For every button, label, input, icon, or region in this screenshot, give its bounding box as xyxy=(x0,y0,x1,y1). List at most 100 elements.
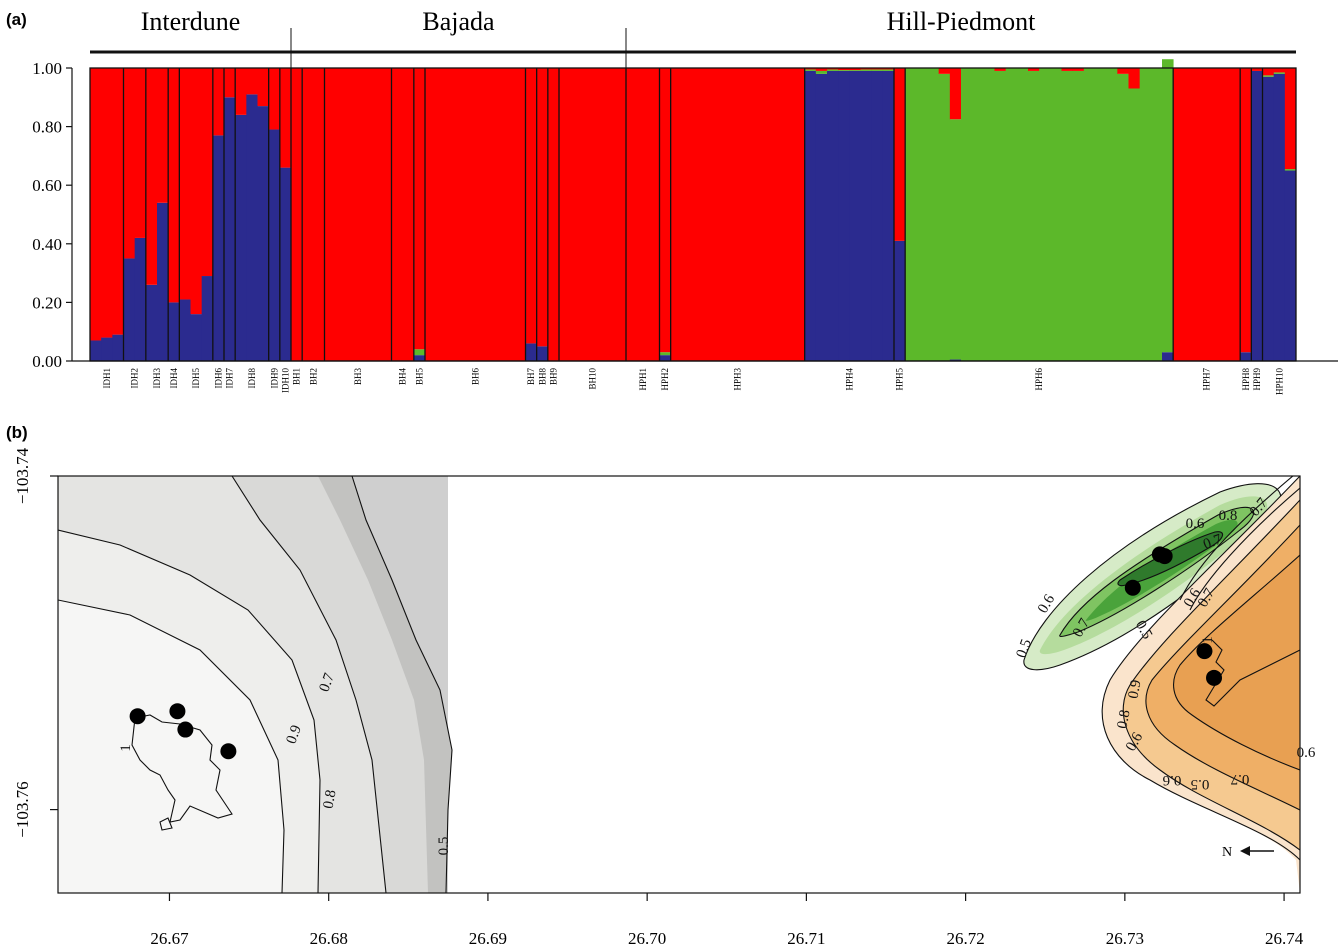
bar-segment-blue xyxy=(1273,73,1286,362)
bar-segment-red xyxy=(1061,68,1074,71)
bar-segment-green xyxy=(1061,70,1074,362)
bar-HPH6-23 xyxy=(1150,68,1163,361)
bar-segment-blue xyxy=(1251,70,1263,362)
bar-HPH6-22 xyxy=(1139,68,1152,361)
bar-segment-red xyxy=(771,68,783,361)
bar-segment-green xyxy=(882,69,895,71)
bar-HPH6-10 xyxy=(1005,68,1018,361)
bar-HPH6-2 xyxy=(916,68,928,361)
bar-segment-red xyxy=(938,68,951,74)
bar-HPH3-8 xyxy=(748,68,761,361)
bar-IDH5-3 xyxy=(201,68,214,361)
bar-segment-green xyxy=(972,68,984,361)
bar-segment-red xyxy=(224,68,236,98)
contour-label-orange: 1 xyxy=(1200,636,1216,644)
bar-segment-red xyxy=(949,68,962,120)
contour-label-orange: 0.8 xyxy=(1115,709,1134,730)
bar-segment-red xyxy=(1284,68,1297,170)
region-label: Bajada xyxy=(422,7,495,36)
bar-segment-red xyxy=(838,68,850,71)
bar-HPH7-4 xyxy=(1206,68,1219,361)
bar-segment-blue xyxy=(536,346,549,361)
bar-IDH2-2 xyxy=(134,68,147,361)
bar-segment-green xyxy=(927,68,940,361)
bar-segment-green xyxy=(815,70,828,74)
bar-segment-red xyxy=(246,68,258,95)
bar-segment-red xyxy=(391,68,404,361)
bar-BH3-6 xyxy=(380,68,392,361)
bar-segment-blue xyxy=(168,302,180,361)
population-label: HPH2 xyxy=(660,368,670,391)
bar-HPH6-15 xyxy=(1061,68,1074,362)
bar-HPH6-7 xyxy=(972,68,984,361)
bar-segment-green xyxy=(1028,70,1040,362)
bar-IDH1-1 xyxy=(90,68,102,361)
bar-BH6-7 xyxy=(492,68,504,361)
bar-IDH8-1 xyxy=(235,68,247,361)
contour-label-gray: 0.9 xyxy=(284,723,305,746)
contour-label-green: 0.7 xyxy=(1201,531,1225,553)
bar-segment-red xyxy=(201,68,214,277)
bar-IDH8-2 xyxy=(246,68,258,362)
bar-HPH6-6 xyxy=(961,68,973,361)
bar-BH4-1 xyxy=(391,68,404,361)
y-tick-label: 0.40 xyxy=(32,235,62,254)
bar-BH10-2 xyxy=(570,68,582,361)
bar-segment-green xyxy=(916,68,928,361)
bar-HPH3-1 xyxy=(670,68,683,361)
bar-segment-blue xyxy=(1240,352,1252,361)
bar-BH10-1 xyxy=(559,68,571,361)
bar-IDH1-3 xyxy=(112,68,124,361)
population-label: HPH7 xyxy=(1202,368,1212,391)
bar-HPH7-6 xyxy=(1229,68,1241,361)
bar-HPH6-21 xyxy=(1128,68,1141,361)
bar-segment-blue xyxy=(1162,352,1174,361)
bar-segment-red xyxy=(815,68,828,71)
y-tick-label: 1.00 xyxy=(32,59,62,78)
bar-BH3-4 xyxy=(358,68,370,361)
bar-segment-blue xyxy=(659,355,672,361)
bar-segment-red xyxy=(603,68,616,361)
bar-BH6-3 xyxy=(447,68,459,361)
bar-segment-red xyxy=(715,68,727,361)
bar-segment-red xyxy=(1206,68,1219,361)
bar-segment-green xyxy=(849,70,861,71)
y-tick-label: 0.00 xyxy=(32,352,62,371)
population-label: BH1 xyxy=(292,368,302,385)
bar-IDH9-1 xyxy=(268,68,281,361)
bar-segment-green xyxy=(1150,68,1163,361)
bar-HPH7-1 xyxy=(1173,68,1185,361)
bar-segment-red xyxy=(1028,68,1040,71)
population-label: HPH3 xyxy=(733,368,743,391)
bar-segment-red xyxy=(760,68,772,361)
bar-segment-red xyxy=(670,68,683,361)
bar-segment-green xyxy=(938,73,951,362)
bar-segment-blue xyxy=(882,70,895,362)
population-label: HPH10 xyxy=(1274,368,1284,396)
bar-segment-green xyxy=(961,68,973,361)
contour-label-orange: 0.7 xyxy=(1230,771,1249,787)
sample-points xyxy=(129,546,1223,760)
bar-BH6-5 xyxy=(469,68,482,361)
bar-segment-green xyxy=(1050,68,1062,361)
contour-label-green: 0.5 xyxy=(1014,637,1035,660)
sample-point-gray xyxy=(129,708,146,725)
bar-segment-red xyxy=(190,68,203,315)
bar-segment-green xyxy=(659,352,672,356)
bar-segment-red xyxy=(570,68,582,361)
bar-HPH1-1 xyxy=(626,68,638,361)
population-label: BH4 xyxy=(398,368,408,386)
bar-segment-red xyxy=(882,68,895,70)
bar-HPH6-14 xyxy=(1050,68,1062,361)
bar-segment-red xyxy=(358,68,370,361)
map-axes: 26.67 26.68 26.69 26.70 26.71 26.72 26.73 26.74… xyxy=(13,447,1304,948)
bar-segment-red xyxy=(726,68,739,361)
north-label: N xyxy=(1222,845,1232,860)
bar-HPH6-13 xyxy=(1039,68,1051,361)
bar-HPH10-3 xyxy=(1284,68,1297,361)
bar-segment-blue xyxy=(134,237,147,361)
bar-BH10-5 xyxy=(603,68,616,361)
bar-segment-red xyxy=(235,68,247,115)
bar-segment-red xyxy=(894,68,906,241)
bar-IDH5-1 xyxy=(179,68,191,361)
